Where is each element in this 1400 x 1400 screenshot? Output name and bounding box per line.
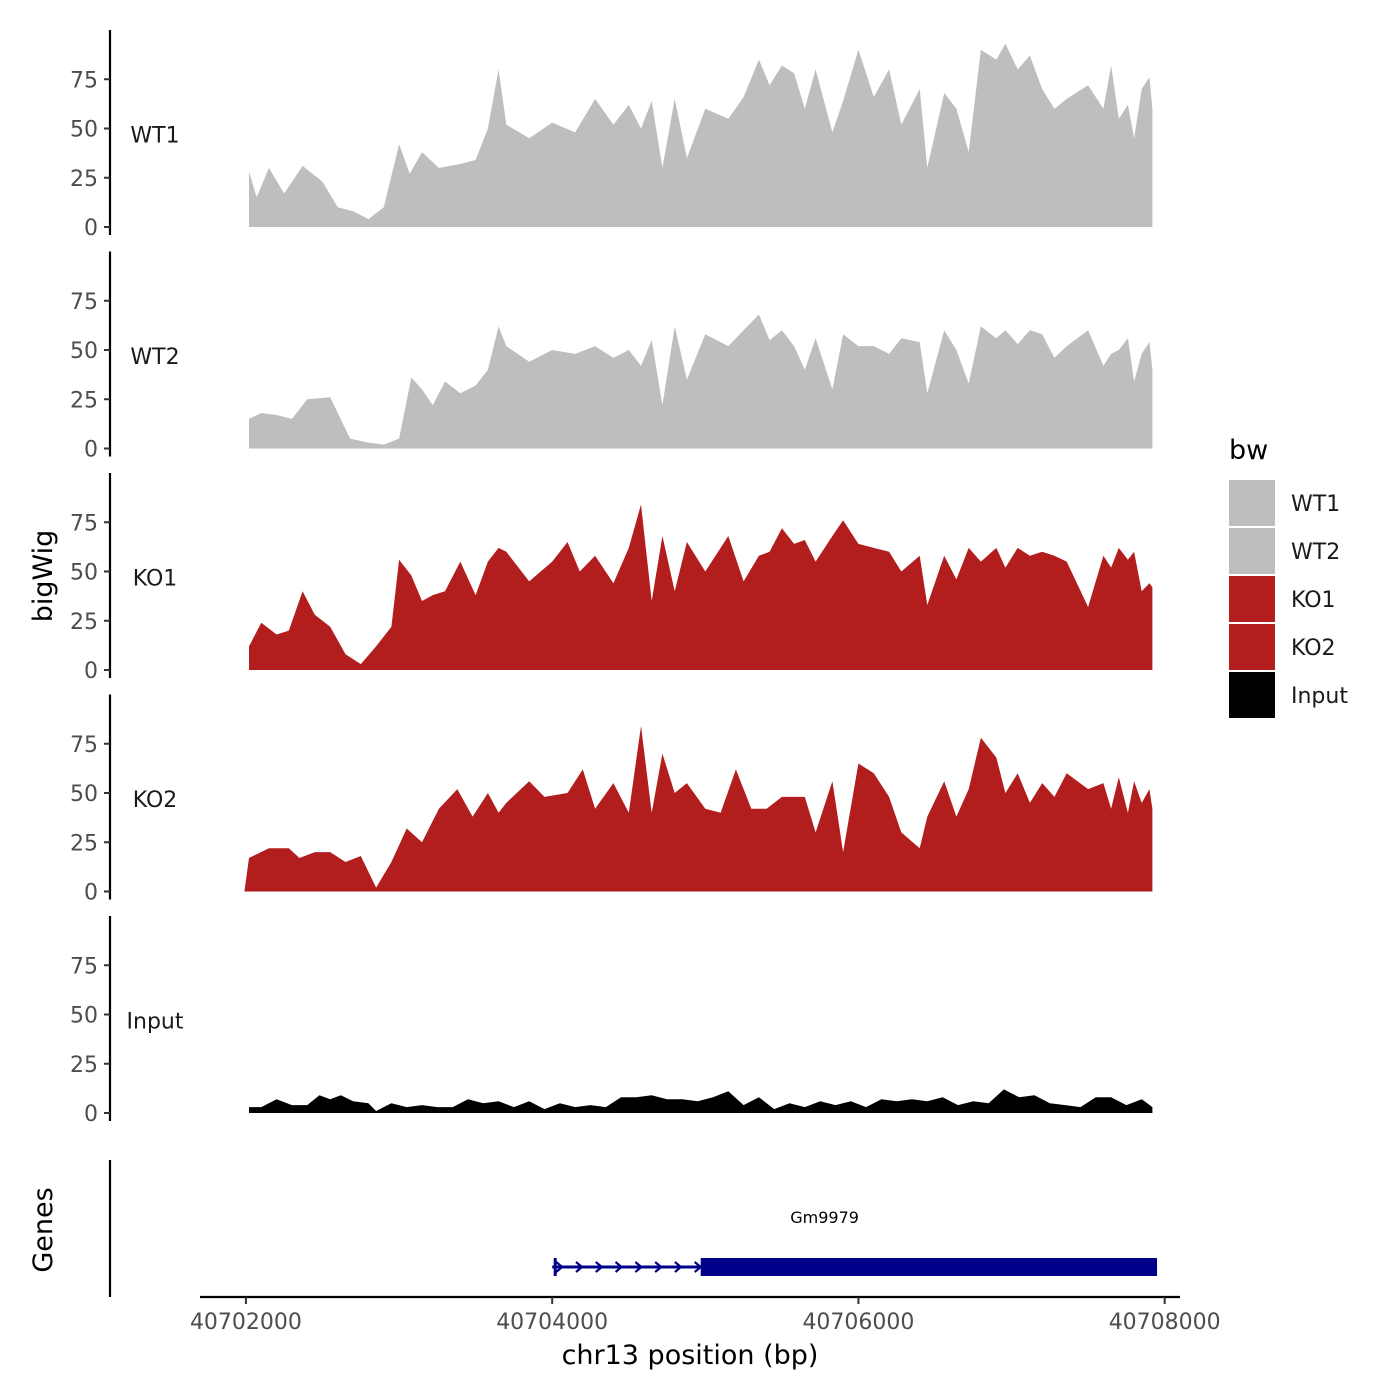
track-label: WT1 — [130, 124, 179, 149]
y-tick-label: 25 — [70, 1053, 98, 1078]
y-tick-label: 25 — [70, 388, 98, 413]
x-axis-title: chr13 position (bp) — [562, 1340, 819, 1371]
legend-label-ko1: KO1 — [1291, 588, 1336, 613]
signal-area-ko1 — [249, 504, 1153, 670]
legend: bw WT1 WT2 KO1 KO2 Input — [1229, 435, 1348, 718]
track-label: KO2 — [133, 788, 178, 813]
y-tick-label: 50 — [70, 1004, 98, 1029]
legend-label-wt1: WT1 — [1291, 492, 1340, 517]
track-panel-ko1: 0 25 50 75 KO1 — [70, 473, 1153, 684]
y-tick-label: 75 — [70, 733, 98, 758]
signal-area-input — [249, 1089, 1153, 1113]
gene-body — [700, 1258, 1158, 1276]
legend-label-input: Input — [1291, 684, 1348, 709]
y-tick-label: 50 — [70, 118, 98, 143]
track-panel-wt1: 0 25 50 75 WT1 — [70, 30, 1153, 241]
genes-axis-title: Genes — [28, 1187, 59, 1272]
gene-label: Gm9979 — [790, 1208, 859, 1227]
signal-area-wt1 — [249, 43, 1153, 227]
genes-panel: Gm9979 — [108, 1160, 1158, 1297]
legend-key-wt1 — [1229, 480, 1275, 526]
track-panel-wt2: 0 25 50 75 WT2 — [70, 251, 1153, 463]
track-panel-input: 0 25 50 75 Input — [70, 916, 1153, 1127]
y-tick-label: 75 — [70, 954, 98, 979]
x-tick-label: 40706000 — [802, 1310, 914, 1335]
legend-key-ko2 — [1229, 624, 1275, 670]
y-tick-label: 0 — [84, 881, 98, 906]
x-axis: 40702000 40704000 40706000 40708000 — [190, 1295, 1221, 1335]
legend-title: bw — [1229, 435, 1268, 466]
y-tick-label: 0 — [84, 438, 98, 463]
legend-key-wt2 — [1229, 528, 1275, 574]
track-label: WT2 — [130, 345, 179, 370]
y-tick-label: 25 — [70, 610, 98, 635]
strand-arrow — [614, 1261, 624, 1273]
strand-arrow — [674, 1261, 683, 1273]
legend-label-ko2: KO2 — [1291, 636, 1336, 661]
y-tick-label: 0 — [84, 216, 98, 241]
strand-arrow — [555, 1261, 564, 1273]
y-tick-label: 0 — [84, 1102, 98, 1127]
y-tick-label: 75 — [70, 68, 98, 93]
y-tick-label: 25 — [70, 167, 98, 192]
x-tick-label: 40708000 — [1109, 1310, 1221, 1335]
strand-arrow — [634, 1261, 644, 1273]
track-label: Input — [127, 1010, 184, 1035]
legend-key-ko1 — [1229, 576, 1275, 622]
signal-area-ko2 — [244, 726, 1153, 892]
y-tick-label: 75 — [70, 511, 98, 536]
strand-arrow — [575, 1261, 584, 1273]
x-tick-label: 40702000 — [190, 1310, 302, 1335]
y-tick-label: 50 — [70, 782, 98, 807]
strand-arrow — [595, 1261, 604, 1273]
signal-area-wt2 — [249, 314, 1153, 449]
y-tick-label: 0 — [84, 659, 98, 684]
legend-key-input — [1229, 672, 1275, 718]
y-tick-label: 75 — [70, 290, 98, 315]
y-tick-label: 50 — [70, 339, 98, 364]
y-axis-title: bigWig — [28, 530, 59, 623]
x-tick-label: 40704000 — [496, 1310, 608, 1335]
strand-arrow — [654, 1261, 663, 1273]
y-tick-label: 50 — [70, 561, 98, 586]
track-label: KO1 — [133, 567, 178, 592]
legend-label-wt2: WT2 — [1291, 540, 1340, 565]
track-panels: 0 25 50 75 WT1 0 25 50 75 WT2 0 25 50 75 KO1 0 25 50 75 KO2… — [70, 30, 1153, 1127]
y-tick-label: 25 — [70, 831, 98, 856]
track-panel-ko2: 0 25 50 75 KO2 — [70, 694, 1153, 906]
